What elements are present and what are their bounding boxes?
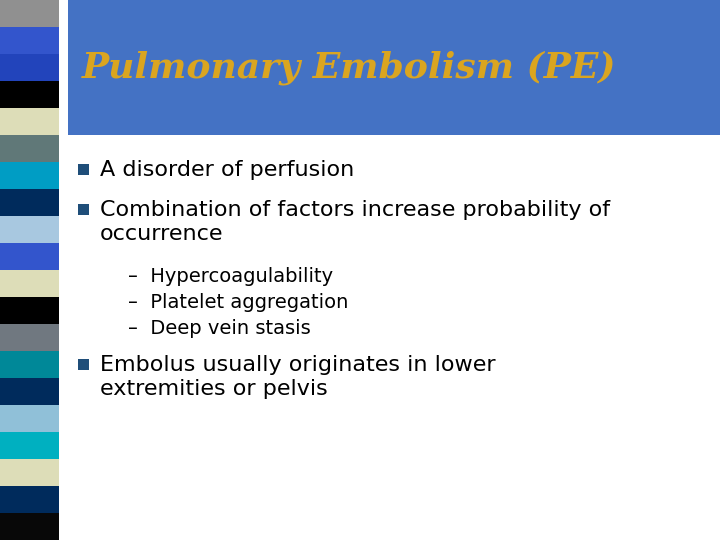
Bar [0, 81, 59, 108]
Bar [68, 0, 720, 135]
Bar [78, 204, 89, 215]
Bar [0, 270, 59, 297]
Bar [0, 432, 59, 459]
Text: –  Hypercoagulability: – Hypercoagulability [128, 267, 333, 287]
Bar [0, 54, 59, 81]
Bar [0, 324, 59, 351]
Text: occurrence: occurrence [100, 224, 223, 244]
Bar [0, 108, 59, 135]
Text: –  Platelet aggregation: – Platelet aggregation [128, 294, 348, 313]
Bar [76, 0, 720, 135]
Bar [0, 486, 59, 513]
Bar [0, 351, 59, 378]
Text: Combination of factors increase probability of: Combination of factors increase probabil… [100, 200, 610, 220]
Text: Embolus usually originates in lower: Embolus usually originates in lower [100, 355, 495, 375]
Bar [0, 162, 59, 189]
Text: extremities or pelvis: extremities or pelvis [100, 379, 328, 399]
Text: –  Deep vein stasis: – Deep vein stasis [128, 320, 311, 339]
Bar [0, 297, 59, 324]
Bar [0, 189, 59, 216]
Bar [78, 359, 89, 370]
Text: Pulmonary Embolism (PE): Pulmonary Embolism (PE) [82, 50, 616, 85]
Text: A disorder of perfusion: A disorder of perfusion [100, 160, 354, 180]
Bar [0, 135, 59, 162]
Bar [0, 0, 59, 27]
Bar [78, 164, 89, 175]
Bar [0, 243, 59, 270]
Bar [0, 405, 59, 432]
Bar [0, 27, 59, 54]
Bar [0, 216, 59, 243]
Bar [0, 513, 59, 540]
Bar [0, 378, 59, 405]
Bar [0, 459, 59, 486]
